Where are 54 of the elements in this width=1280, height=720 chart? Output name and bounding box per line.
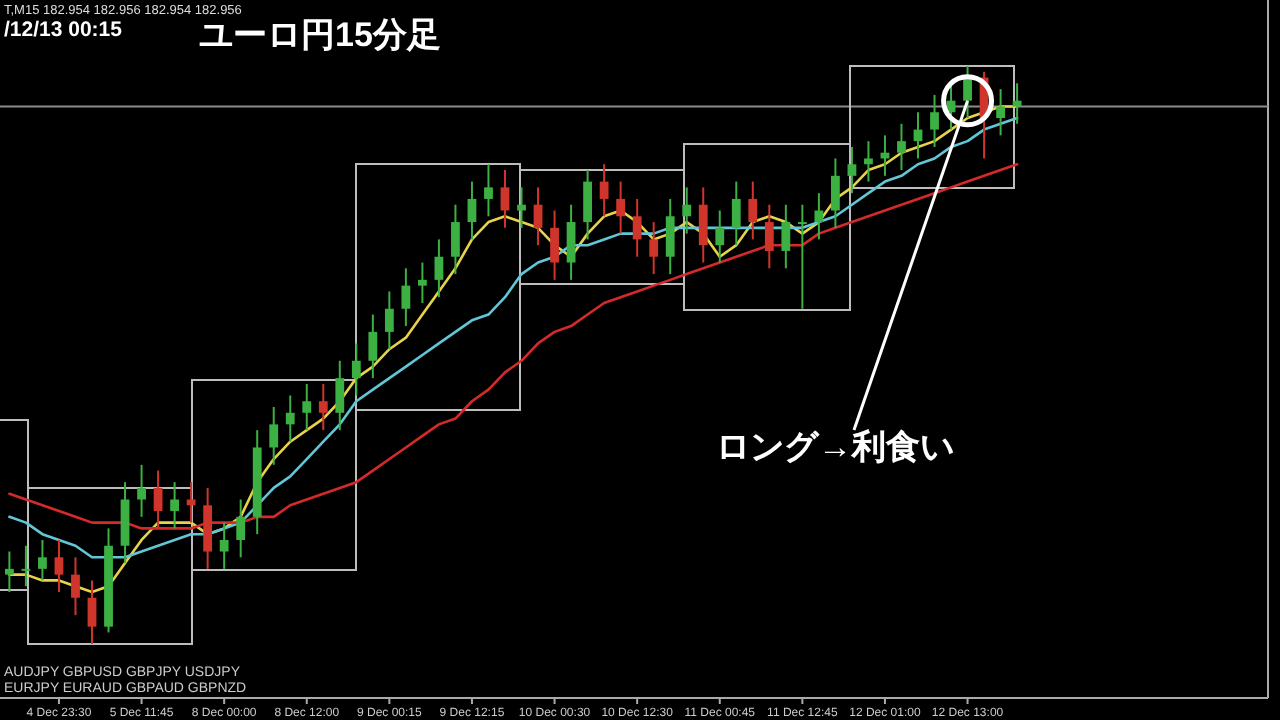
candlestick — [500, 169, 510, 229]
candlestick — [715, 209, 725, 264]
candlestick — [797, 203, 807, 310]
candlestick — [484, 163, 493, 218]
candlestick — [54, 538, 64, 593]
candlestick — [137, 463, 146, 518]
candlestick — [269, 406, 279, 466]
candlestick — [616, 180, 626, 235]
candlestick — [434, 238, 444, 299]
candlestick — [996, 88, 1005, 137]
candlestick — [285, 394, 295, 443]
candlestick — [368, 313, 378, 380]
candlestick — [418, 261, 427, 304]
candlestick — [599, 163, 609, 218]
candlestick — [781, 203, 791, 270]
candlestick — [682, 186, 692, 235]
candlestick — [384, 290, 394, 351]
candlestick — [632, 197, 642, 258]
candlestick — [847, 145, 857, 195]
candlestick — [831, 157, 840, 229]
candlestick — [897, 122, 906, 172]
annotation: ロング→利食い — [716, 428, 954, 466]
candlestick — [451, 203, 460, 276]
candlestick — [120, 481, 130, 565]
candlestick — [533, 186, 543, 247]
candlestick — [583, 169, 592, 241]
candlestick — [219, 521, 229, 570]
candlestick — [864, 140, 873, 183]
candlestick — [698, 186, 708, 264]
candlestick — [318, 382, 328, 432]
candlestick — [566, 203, 576, 281]
candlestick — [335, 359, 345, 432]
chart-title: ユーロ円15分足 — [199, 16, 441, 54]
candlestick — [814, 192, 824, 241]
candlestick — [731, 180, 741, 247]
candlestick — [930, 93, 939, 148]
text: /12/13 00:15 — [4, 18, 123, 42]
candlestick — [71, 556, 80, 617]
candlestick — [649, 221, 659, 276]
candlestick — [748, 180, 758, 241]
candlestick — [401, 267, 411, 328]
candlestick — [963, 65, 972, 120]
candlestick — [38, 538, 47, 582]
candlestick — [236, 498, 246, 559]
candlestick — [5, 550, 14, 593]
candlestick — [550, 209, 559, 281]
candlestick — [302, 382, 312, 432]
candlestick — [665, 197, 675, 276]
candlestick — [467, 180, 477, 241]
candlestick — [517, 186, 526, 229]
candlestick — [170, 481, 179, 530]
candlestick — [87, 579, 97, 645]
candlestick — [764, 203, 774, 270]
candlestick — [351, 342, 361, 397]
